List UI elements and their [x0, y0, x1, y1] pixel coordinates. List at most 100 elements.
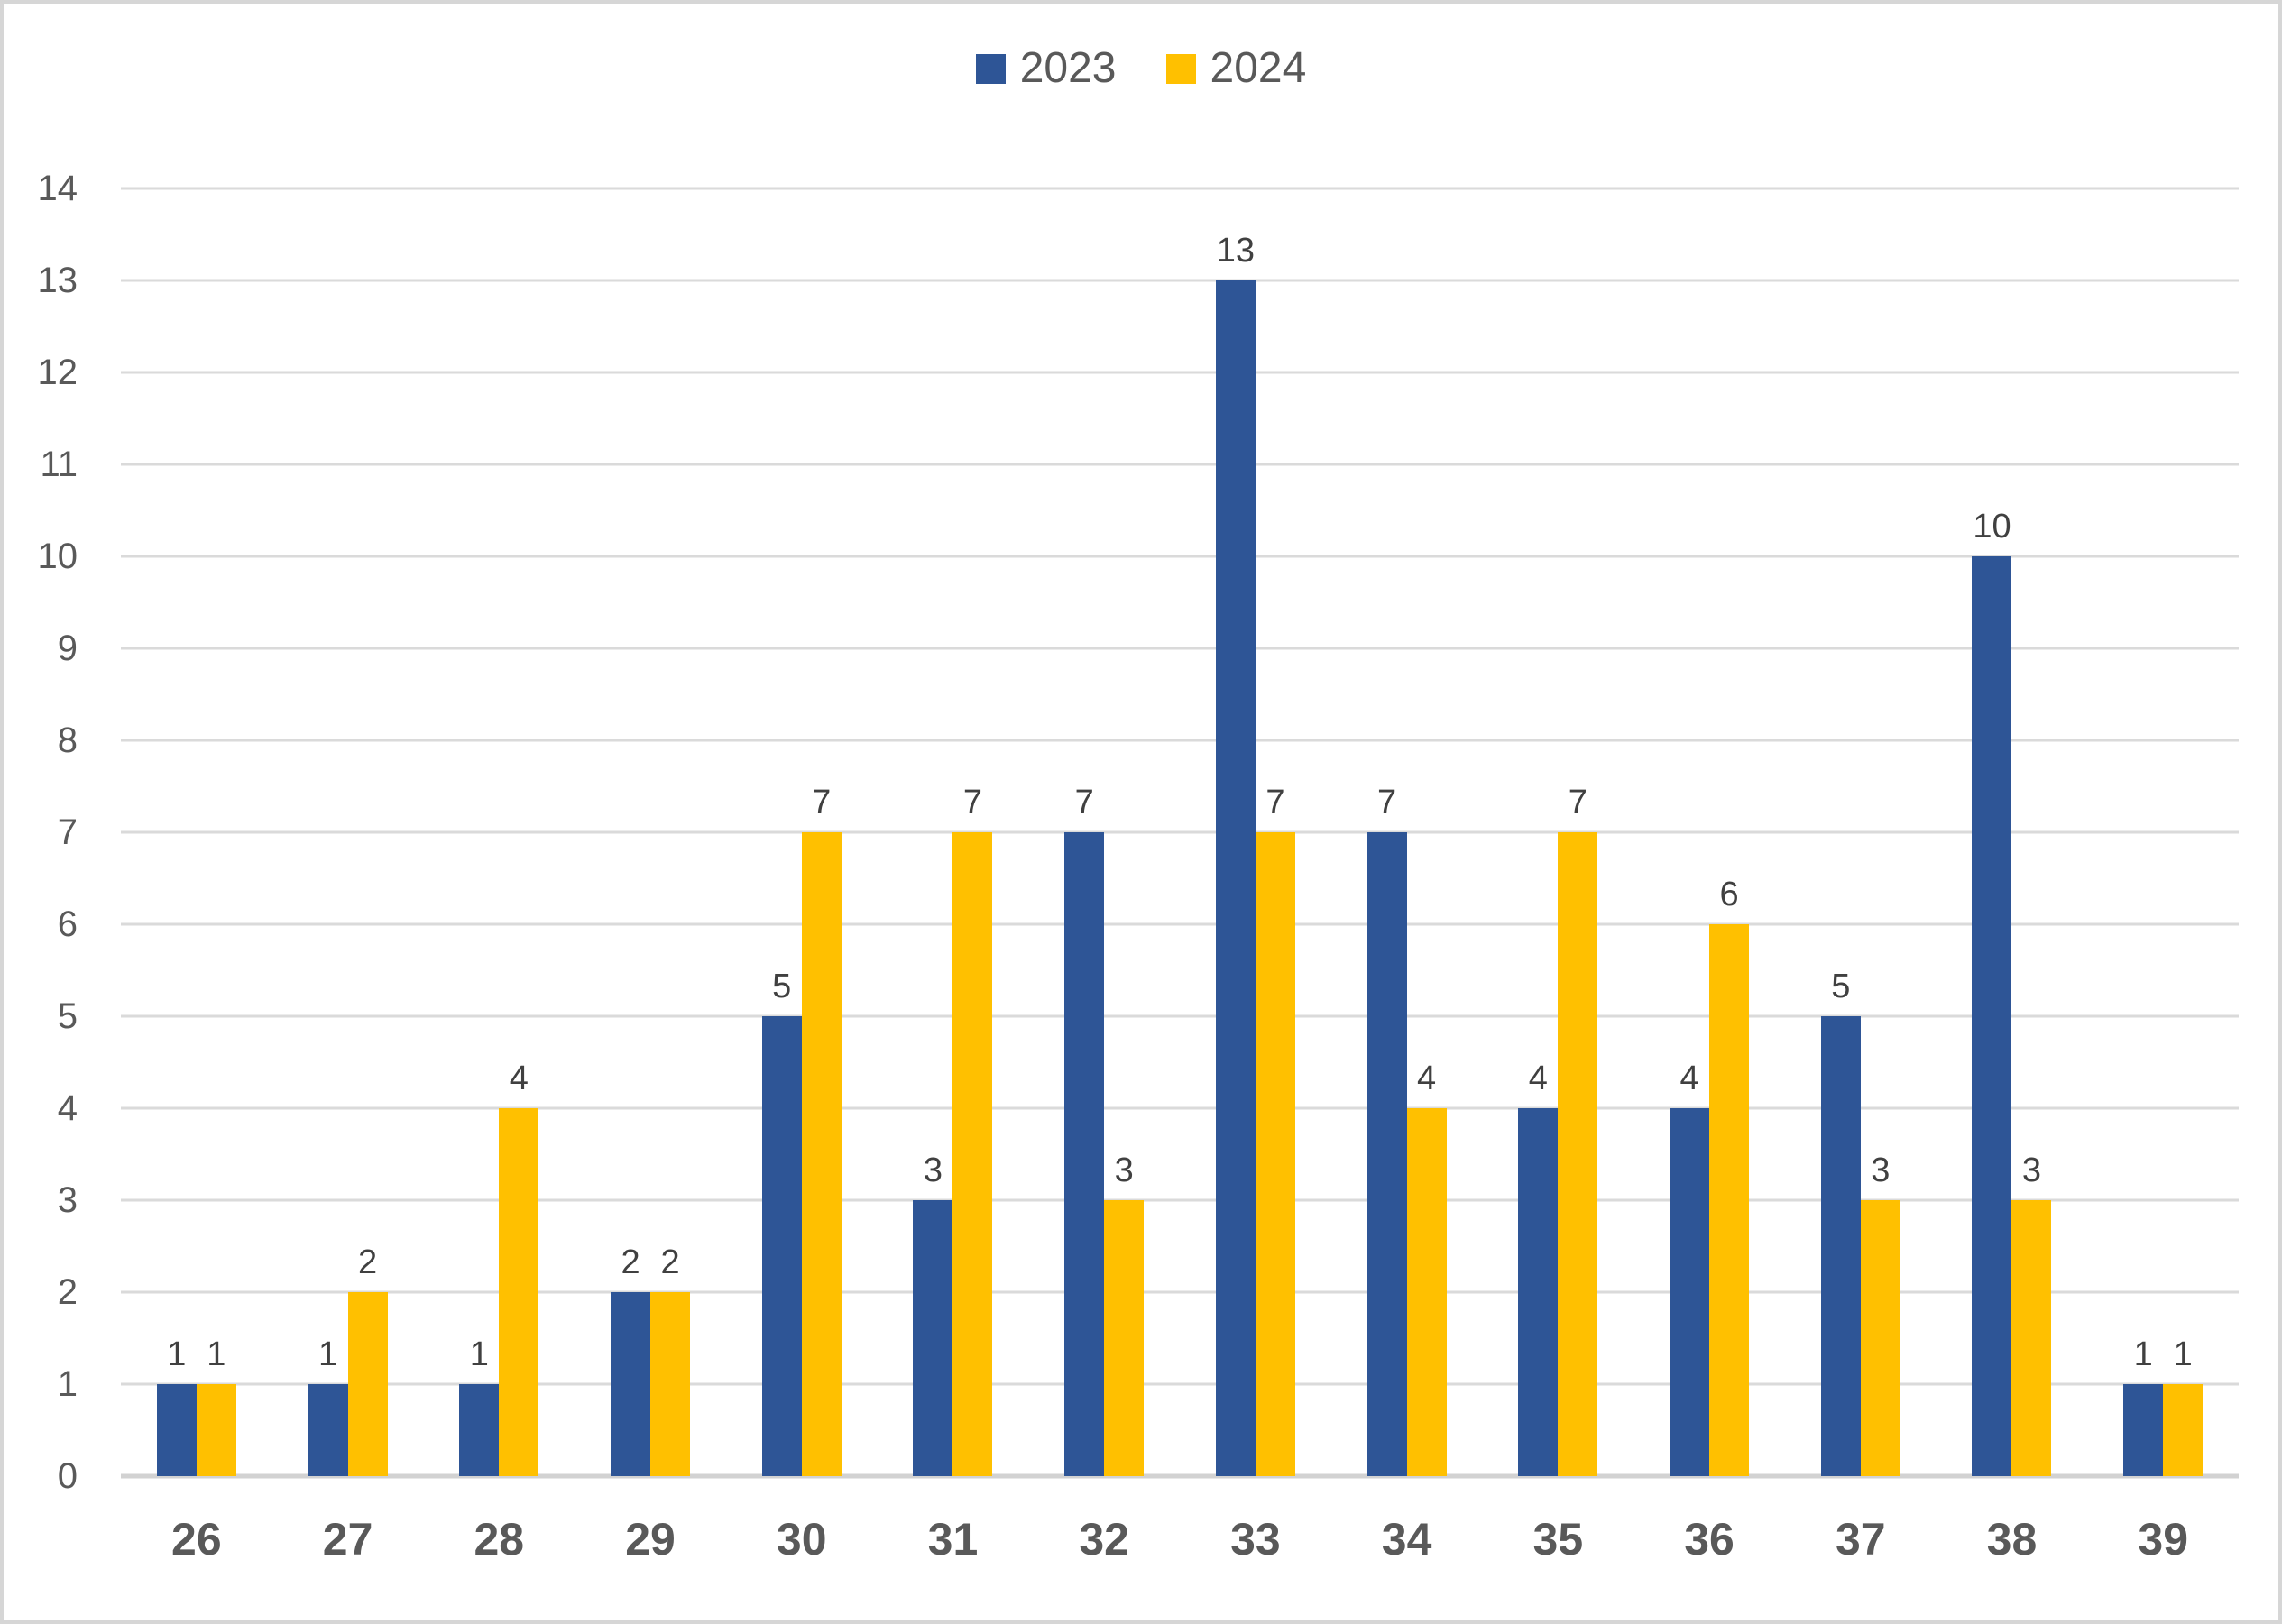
y-tick-label: 9 — [57, 628, 78, 668]
bar-2023-39 — [2123, 1384, 2164, 1476]
bar-column: 7 — [1064, 188, 1105, 1476]
data-label-2023-38: 10 — [1973, 508, 2011, 546]
x-tick-label-34: 34 — [1381, 1514, 1432, 1564]
bar-column: 2 — [347, 188, 388, 1476]
gridline — [121, 1290, 2239, 1294]
legend-label: 2023 — [1019, 44, 1117, 92]
data-label-2023-37: 5 — [1831, 968, 1851, 1005]
data-label-2024-29: 2 — [660, 1243, 680, 1281]
y-axis-labels: 0 1 2 3 4 5 6 7 8 9 10 11 12 13 14 — [4, 170, 90, 1494]
x-tick-label-27: 27 — [322, 1514, 373, 1564]
bar-2023-30 — [761, 1016, 802, 1476]
bar-2024-32 — [1104, 1200, 1145, 1476]
data-label-2024-28: 4 — [509, 1060, 529, 1097]
data-label-2023-34: 7 — [1377, 784, 1397, 821]
gridline — [121, 1198, 2239, 1202]
x-axis-labels: 26 27 28 29 30 31 32 33 34 35 36 37 38 39 — [121, 1517, 2239, 1562]
data-label-2023-28: 1 — [469, 1335, 489, 1373]
bar-column: 7 — [801, 188, 842, 1476]
bar-2024-27 — [347, 1292, 388, 1476]
bar-2023-31 — [913, 1200, 953, 1476]
bar-column: 4 — [1670, 188, 1710, 1476]
gridline — [121, 371, 2239, 374]
y-tick-label: 6 — [57, 904, 78, 944]
bar-2023-32 — [1064, 832, 1105, 1476]
bar-2024-31 — [952, 832, 993, 1476]
data-label-2023-36: 4 — [1679, 1060, 1699, 1097]
y-tick-label: 12 — [37, 353, 78, 392]
bar-2024-28 — [499, 1108, 539, 1476]
bar-column: 3 — [1104, 188, 1145, 1476]
data-label-2023-33: 13 — [1216, 232, 1256, 270]
bar-column: 1 — [2163, 188, 2204, 1476]
bar-column: 7 — [1366, 188, 1407, 1476]
y-tick-label: 1 — [57, 1364, 78, 1404]
bar-column: 13 — [1215, 188, 1256, 1476]
x-tick-label-30: 30 — [776, 1514, 827, 1564]
category-group-38: 10 3 — [1937, 188, 2088, 1476]
bar-2023-26 — [156, 1384, 197, 1476]
gridline — [121, 555, 2239, 558]
x-tick-label-29: 29 — [625, 1514, 676, 1564]
x-tick-label-35: 35 — [1532, 1514, 1584, 1564]
bar-2024-29 — [650, 1292, 691, 1476]
data-label-2023-31: 3 — [923, 1151, 943, 1189]
data-label-2023-32: 7 — [1074, 784, 1094, 821]
gridline — [121, 1106, 2239, 1110]
bar-column: 6 — [1709, 188, 1750, 1476]
x-tick-label-33: 33 — [1230, 1514, 1281, 1564]
bar-2023-34 — [1366, 832, 1407, 1476]
bar-2023-27 — [308, 1384, 348, 1476]
bar-column: 7 — [952, 188, 993, 1476]
bar-2024-38 — [2011, 1200, 2052, 1476]
gridline — [121, 187, 2239, 190]
bar-groups: 1 1 1 2 1 4 2 2 5 7 3 7 7 3 13 7 7 4 4 7 4 6 5 3 10 3 1 1 — [121, 188, 2239, 1476]
bar-2023-28 — [459, 1384, 500, 1476]
y-tick-label: 4 — [57, 1088, 78, 1128]
bar-column: 1 — [196, 188, 236, 1476]
data-label-2024-36: 6 — [1719, 876, 1739, 913]
bar-column: 10 — [1972, 188, 2012, 1476]
x-tick-label-32: 32 — [1079, 1514, 1129, 1564]
gridline — [121, 1014, 2239, 1018]
y-tick-label: 5 — [57, 996, 78, 1036]
data-label-2024-27: 2 — [358, 1243, 378, 1281]
legend-item-2023: 2023 — [975, 44, 1117, 92]
bar-2024-35 — [1558, 832, 1598, 1476]
y-tick-label: 7 — [57, 812, 78, 852]
y-tick-label: 8 — [57, 720, 78, 760]
legend-label: 2024 — [1210, 44, 1307, 92]
bar-2023-33 — [1215, 280, 1256, 1476]
data-label-2023-39: 1 — [2133, 1335, 2153, 1373]
legend-swatch-2024 — [1165, 53, 1196, 84]
x-tick-label-37: 37 — [1835, 1514, 1886, 1564]
bar-column: 1 — [2123, 188, 2164, 1476]
bar-2024-26 — [196, 1384, 236, 1476]
data-label-2023-26: 1 — [167, 1335, 187, 1373]
bar-column: 2 — [650, 188, 691, 1476]
bar-2023-38 — [1972, 556, 2012, 1476]
data-label-2023-30: 5 — [772, 968, 792, 1005]
gridline — [121, 922, 2239, 926]
y-tick-label: 10 — [37, 537, 78, 576]
bar-column: 4 — [1406, 188, 1447, 1476]
data-label-2024-39: 1 — [2173, 1335, 2193, 1373]
x-tick-label-26: 26 — [171, 1514, 222, 1564]
y-tick-label: 13 — [37, 261, 78, 300]
plot-area: 1 1 1 2 1 4 2 2 5 7 3 7 7 3 13 7 7 4 4 7 4 6 5 3 10 3 1 1 — [121, 187, 2239, 1479]
data-label-2024-30: 7 — [812, 784, 832, 821]
y-tick-label: 2 — [57, 1272, 78, 1312]
chart-legend: 2023 2024 — [4, 47, 2278, 90]
data-label-2024-37: 3 — [1871, 1151, 1891, 1189]
bar-2024-34 — [1406, 1108, 1447, 1476]
